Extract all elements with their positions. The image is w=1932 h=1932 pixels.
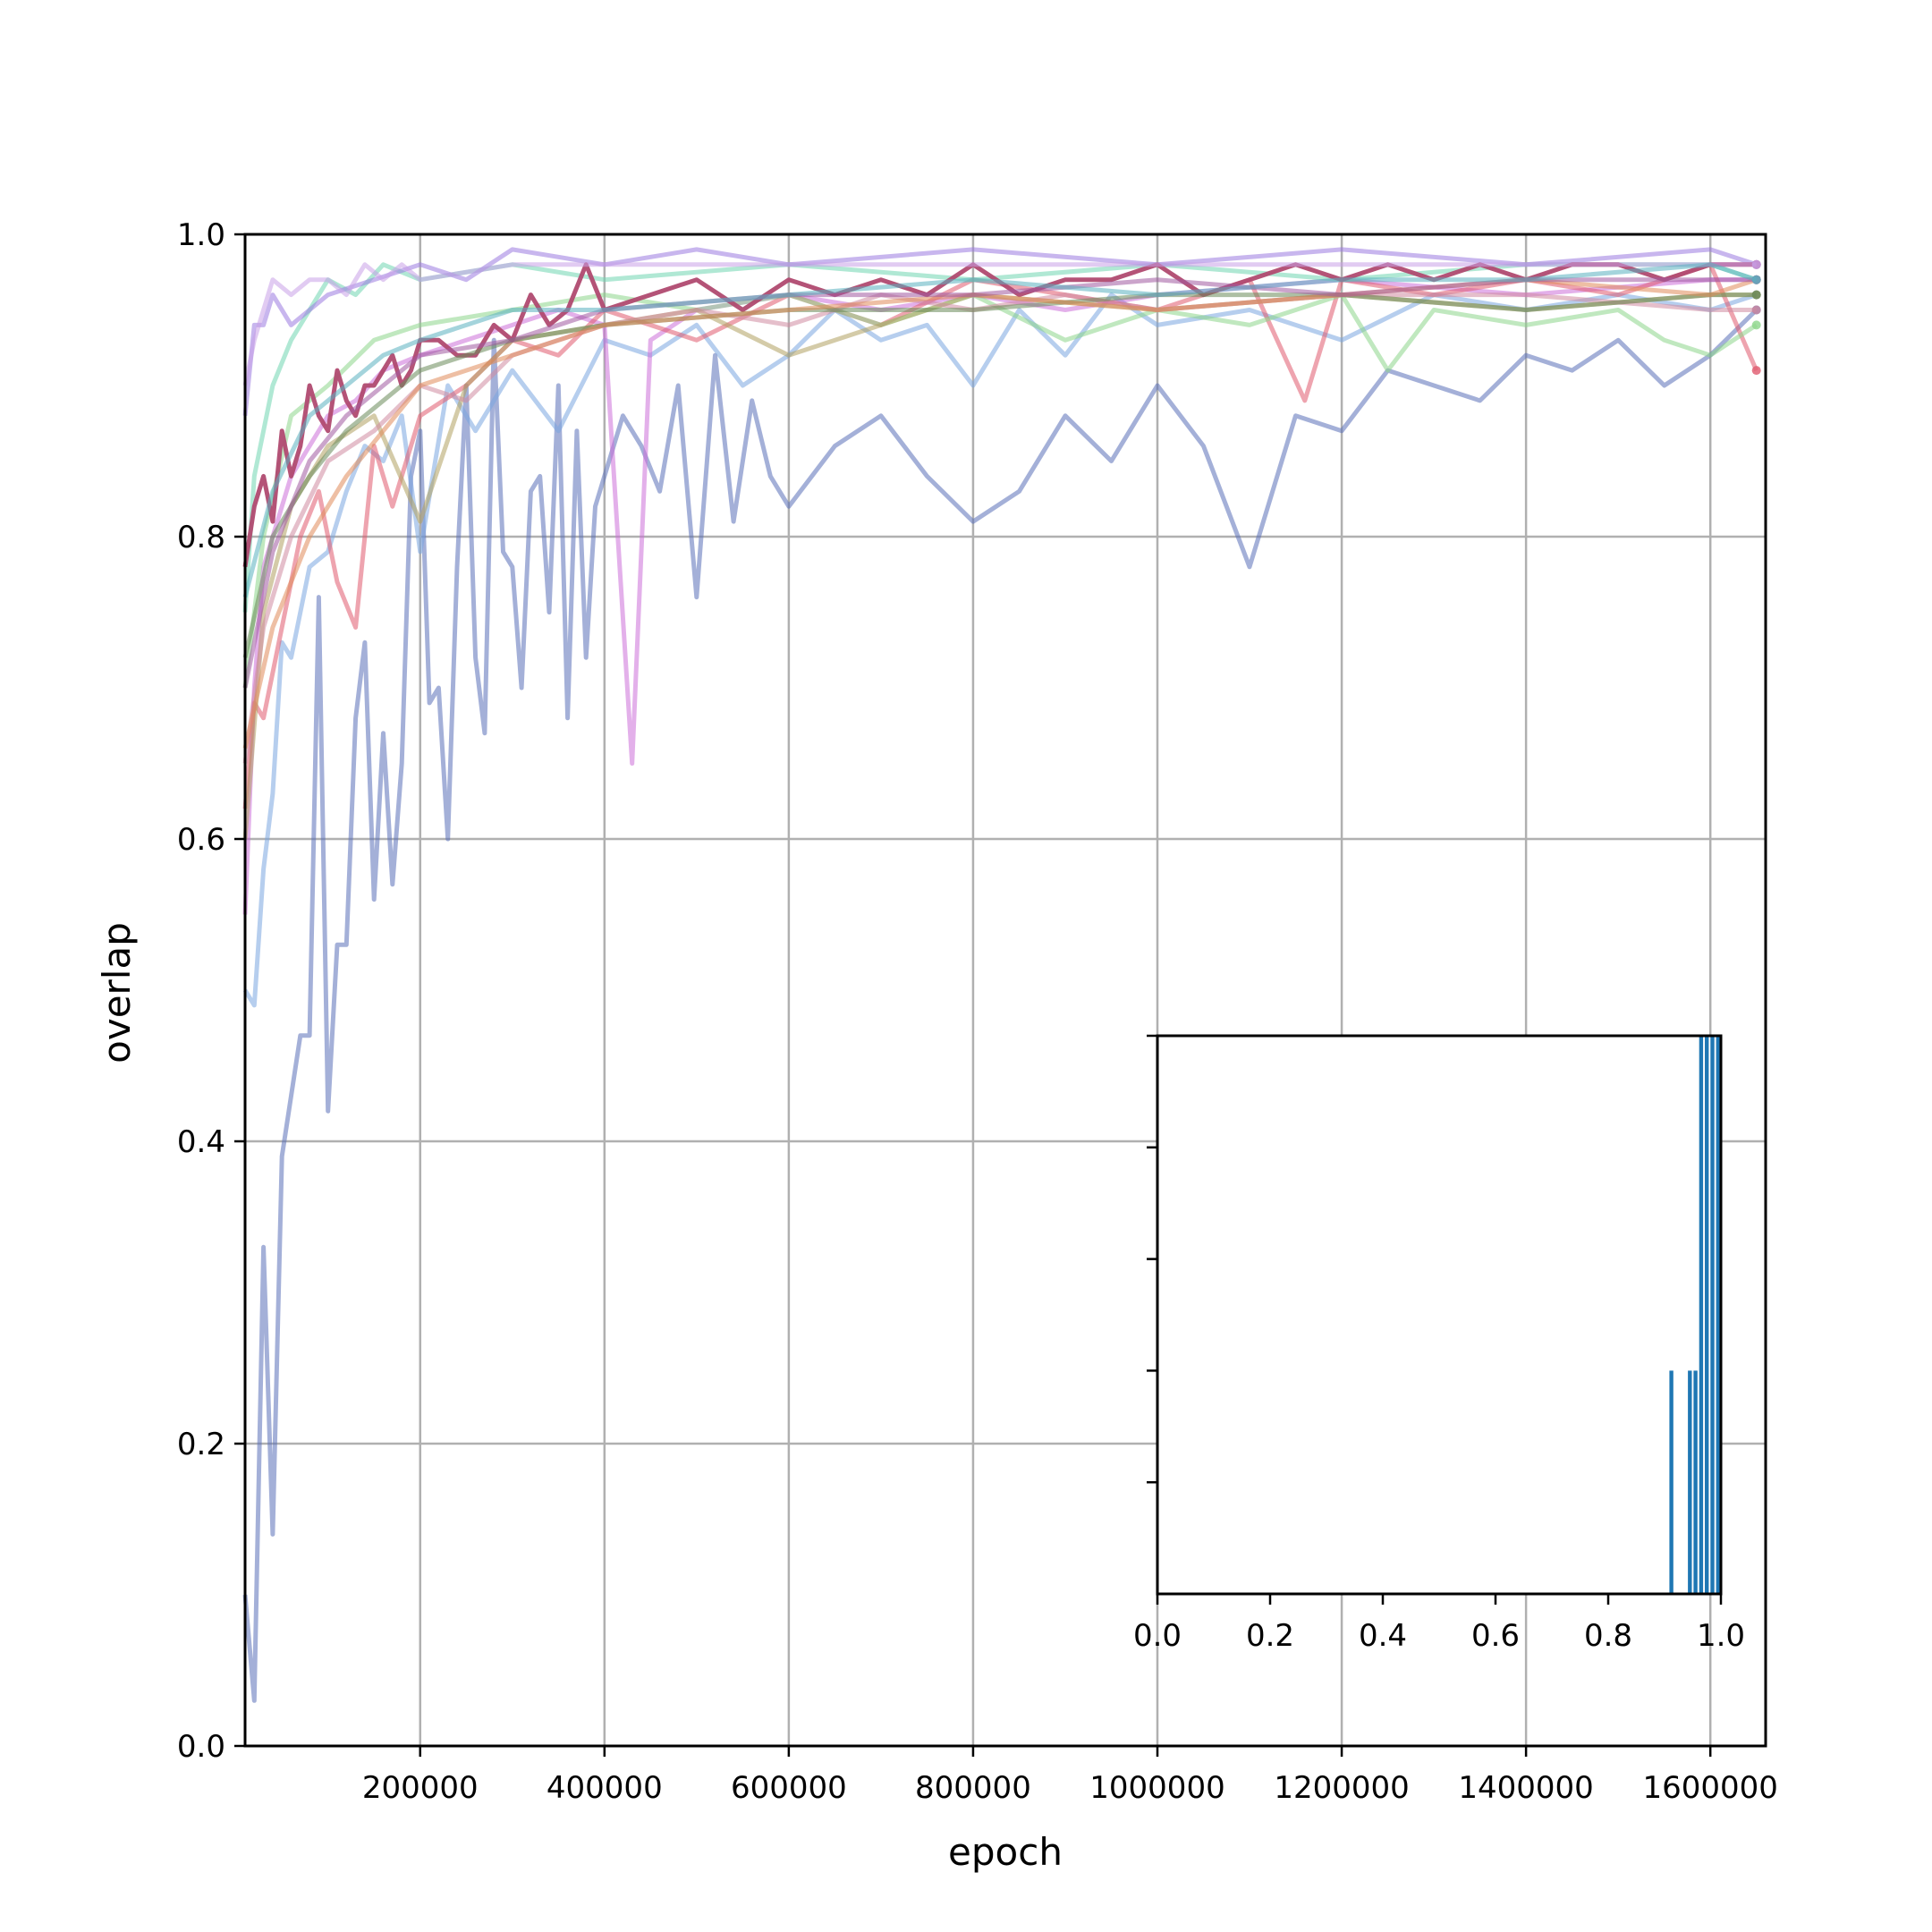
y-tick-label: 1.0	[177, 217, 225, 253]
x-tick-label: 1000000	[1089, 1770, 1224, 1806]
series-end-point	[1751, 290, 1761, 300]
x-tick-label: 600000	[731, 1770, 847, 1806]
inset-x-tick-label: 0.6	[1471, 1618, 1520, 1654]
y-tick-label: 0.2	[177, 1427, 225, 1462]
x-tick-label: 400000	[547, 1770, 663, 1806]
series-end-point	[1751, 259, 1761, 269]
series-end-point	[1751, 320, 1761, 330]
histogram-bar	[1699, 1036, 1704, 1594]
inset-frame	[1156, 1034, 1723, 1596]
series-end-point	[1751, 366, 1761, 376]
y-tick-label: 0.8	[177, 520, 225, 555]
histogram-bar	[1716, 1036, 1720, 1594]
inset-x-tick-label: 0.4	[1359, 1618, 1407, 1654]
main-series-group	[242, 247, 1761, 1703]
y-tick-label: 0.6	[177, 822, 225, 858]
x-tick-label: 1600000	[1642, 1770, 1777, 1806]
inset-bars	[1669, 1036, 1720, 1594]
main-ticks: 200000 400000 600000 800000 1000000 1200000 14…	[177, 217, 1778, 1806]
x-tick-label: 200000	[362, 1770, 479, 1806]
x-tick-label: 800000	[915, 1770, 1031, 1806]
histogram-bar	[1705, 1036, 1709, 1594]
series-line	[242, 308, 1758, 1703]
y-axis-label: overlap	[95, 922, 139, 1063]
inset-x-tick-label: 1.0	[1697, 1618, 1745, 1654]
series-end-point	[1751, 275, 1761, 284]
histogram-bar	[1693, 1370, 1698, 1594]
histogram-bar	[1710, 1036, 1715, 1594]
x-tick-label: 1400000	[1458, 1770, 1593, 1806]
series-line	[242, 262, 1757, 386]
x-tick-label: 1200000	[1274, 1770, 1409, 1806]
y-tick-label: 0.0	[177, 1729, 225, 1765]
series-end-point	[1751, 305, 1761, 315]
main-plot-frame	[243, 233, 1767, 1748]
x-axis-label: epoch	[948, 1830, 1063, 1874]
inset-x-tick-label: 0.0	[1133, 1618, 1182, 1654]
histogram-bar	[1669, 1370, 1674, 1594]
series-line	[242, 262, 1758, 598]
series-line	[242, 247, 1758, 417]
inset-x-tick-label: 0.8	[1584, 1618, 1632, 1654]
inset-ticks: 0.0 0.2 0.4 0.6 0.8 1.0	[1133, 1034, 1745, 1654]
inset-x-tick-label: 0.2	[1246, 1618, 1294, 1654]
y-tick-label: 0.4	[177, 1124, 225, 1160]
inset-background	[1157, 1036, 1721, 1594]
histogram-bar	[1688, 1370, 1692, 1594]
